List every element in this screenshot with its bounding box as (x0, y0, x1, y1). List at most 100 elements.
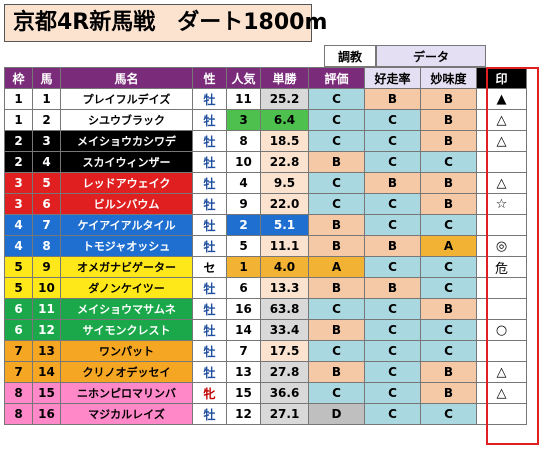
myomi-cell: C (420, 403, 477, 425)
sex-cell: 牡 (192, 214, 227, 236)
waku-cell: 1 (4, 88, 33, 110)
myomi-cell: C (420, 256, 477, 278)
horse-name-cell: スカイウィンザー (60, 151, 193, 173)
sex-cell: 牡 (192, 109, 227, 131)
table-header-row: 枠 馬 馬名 性 人気 単勝 評価 好走率 妙味度 印 (4, 67, 527, 89)
horse-name-cell: クリノオデッセイ (60, 361, 193, 383)
table-row: 1 1 プレイフルデイズ牡 11 25.2 C B B ▲ (4, 88, 527, 110)
waku-cell: 1 (4, 109, 33, 131)
header-shirushi: 印 (476, 67, 527, 89)
waku-cell: 7 (4, 340, 33, 362)
sex-cell: 牡 (192, 340, 227, 362)
waku-cell: 6 (4, 298, 33, 320)
horse-name-cell: マジカルレイズ (60, 403, 193, 425)
koso-cell: B (364, 172, 421, 194)
tansho-cell: 27.1 (260, 403, 309, 425)
table-row: 6 12 サイモンクレスト牡 14 33.4 B C C ○ (4, 319, 527, 341)
mark-cell: △ (476, 109, 527, 131)
header-group-training: 調教 (324, 45, 376, 67)
waku-cell: 8 (4, 382, 33, 404)
header-koso: 好走率 (364, 67, 421, 89)
table-row: 6 11 メイショウマサムネ牡 16 63.8 C C B (4, 298, 527, 320)
hyoka-cell: C (308, 88, 365, 110)
uma-cell: 1 (32, 88, 61, 110)
ninki-cell: 15 (226, 382, 261, 404)
horse-name-cell: ケイアイアルタイル (60, 214, 193, 236)
waku-cell: 2 (4, 130, 33, 152)
ninki-cell: 6 (226, 277, 261, 299)
uma-cell: 14 (32, 361, 61, 383)
ninki-cell: 1 (226, 256, 261, 278)
mark-cell (476, 214, 527, 236)
waku-cell: 3 (4, 193, 33, 215)
table-row: 3 6 ビルンバウム牡 9 22.0 C C B ☆ (4, 193, 527, 215)
myomi-cell: B (420, 361, 477, 383)
koso-cell: C (364, 214, 421, 236)
mark-cell (476, 277, 527, 299)
sex-cell: 牡 (192, 403, 227, 425)
ninki-cell: 12 (226, 403, 261, 425)
uma-cell: 6 (32, 193, 61, 215)
hyoka-cell: D (308, 403, 365, 425)
koso-cell: C (364, 361, 421, 383)
hyoka-cell: B (308, 214, 365, 236)
sex-cell: 牡 (192, 151, 227, 173)
tansho-cell: 6.4 (260, 109, 309, 131)
myomi-cell: B (420, 172, 477, 194)
table-row: 2 3 メイショウカシワデ牡 8 18.5 C C B △ (4, 130, 527, 152)
koso-cell: C (364, 319, 421, 341)
ninki-cell: 7 (226, 340, 261, 362)
koso-cell: C (364, 130, 421, 152)
mark-cell: △ (476, 172, 527, 194)
sex-cell: 牡 (192, 172, 227, 194)
horse-name-cell: サイモンクレスト (60, 319, 193, 341)
myomi-cell: B (420, 382, 477, 404)
horse-name-cell: オメガナビゲーター (60, 256, 193, 278)
tansho-cell: 25.2 (260, 88, 309, 110)
header-group-data: データ (376, 45, 486, 67)
koso-cell: C (364, 151, 421, 173)
ninki-cell: 4 (226, 172, 261, 194)
tansho-cell: 22.0 (260, 193, 309, 215)
uma-cell: 5 (32, 172, 61, 194)
uma-cell: 3 (32, 130, 61, 152)
sex-cell: セ (192, 256, 227, 278)
ninki-cell: 13 (226, 361, 261, 383)
uma-cell: 4 (32, 151, 61, 173)
horse-name-cell: メイショウカシワデ (60, 130, 193, 152)
header-sex: 性 (192, 67, 227, 89)
koso-cell: C (364, 403, 421, 425)
tansho-cell: 63.8 (260, 298, 309, 320)
waku-cell: 5 (4, 277, 33, 299)
ninki-cell: 11 (226, 88, 261, 110)
mark-cell (476, 298, 527, 320)
sex-cell: 牡 (192, 88, 227, 110)
myomi-cell: B (420, 88, 477, 110)
uma-cell: 15 (32, 382, 61, 404)
hyoka-cell: C (308, 340, 365, 362)
myomi-cell: B (420, 298, 477, 320)
waku-cell: 2 (4, 151, 33, 173)
header-myomi: 妙味度 (420, 67, 477, 89)
horse-name-cell: ワンパット (60, 340, 193, 362)
myomi-cell: B (420, 109, 477, 131)
myomi-cell: C (420, 214, 477, 236)
tansho-cell: 27.8 (260, 361, 309, 383)
ninki-cell: 9 (226, 193, 261, 215)
table-row: 1 2 シユウブラック牡 3 6.4 C C B △ (4, 109, 527, 131)
mark-cell: △ (476, 361, 527, 383)
hyoka-cell: B (308, 319, 365, 341)
tansho-cell: 18.5 (260, 130, 309, 152)
header-waku: 枠 (4, 67, 33, 89)
koso-cell: B (364, 88, 421, 110)
horse-name-cell: メイショウマサムネ (60, 298, 193, 320)
tansho-cell: 13.3 (260, 277, 309, 299)
hyoka-cell: B (308, 361, 365, 383)
mark-cell: △ (476, 130, 527, 152)
sex-cell: 牡 (192, 319, 227, 341)
waku-cell: 7 (4, 361, 33, 383)
hyoka-cell: B (308, 151, 365, 173)
header-ninki: 人気 (226, 67, 261, 89)
table-row: 4 7 ケイアイアルタイル牡 2 5.1 B C C (4, 214, 527, 236)
horse-name-cell: プレイフルデイズ (60, 88, 193, 110)
